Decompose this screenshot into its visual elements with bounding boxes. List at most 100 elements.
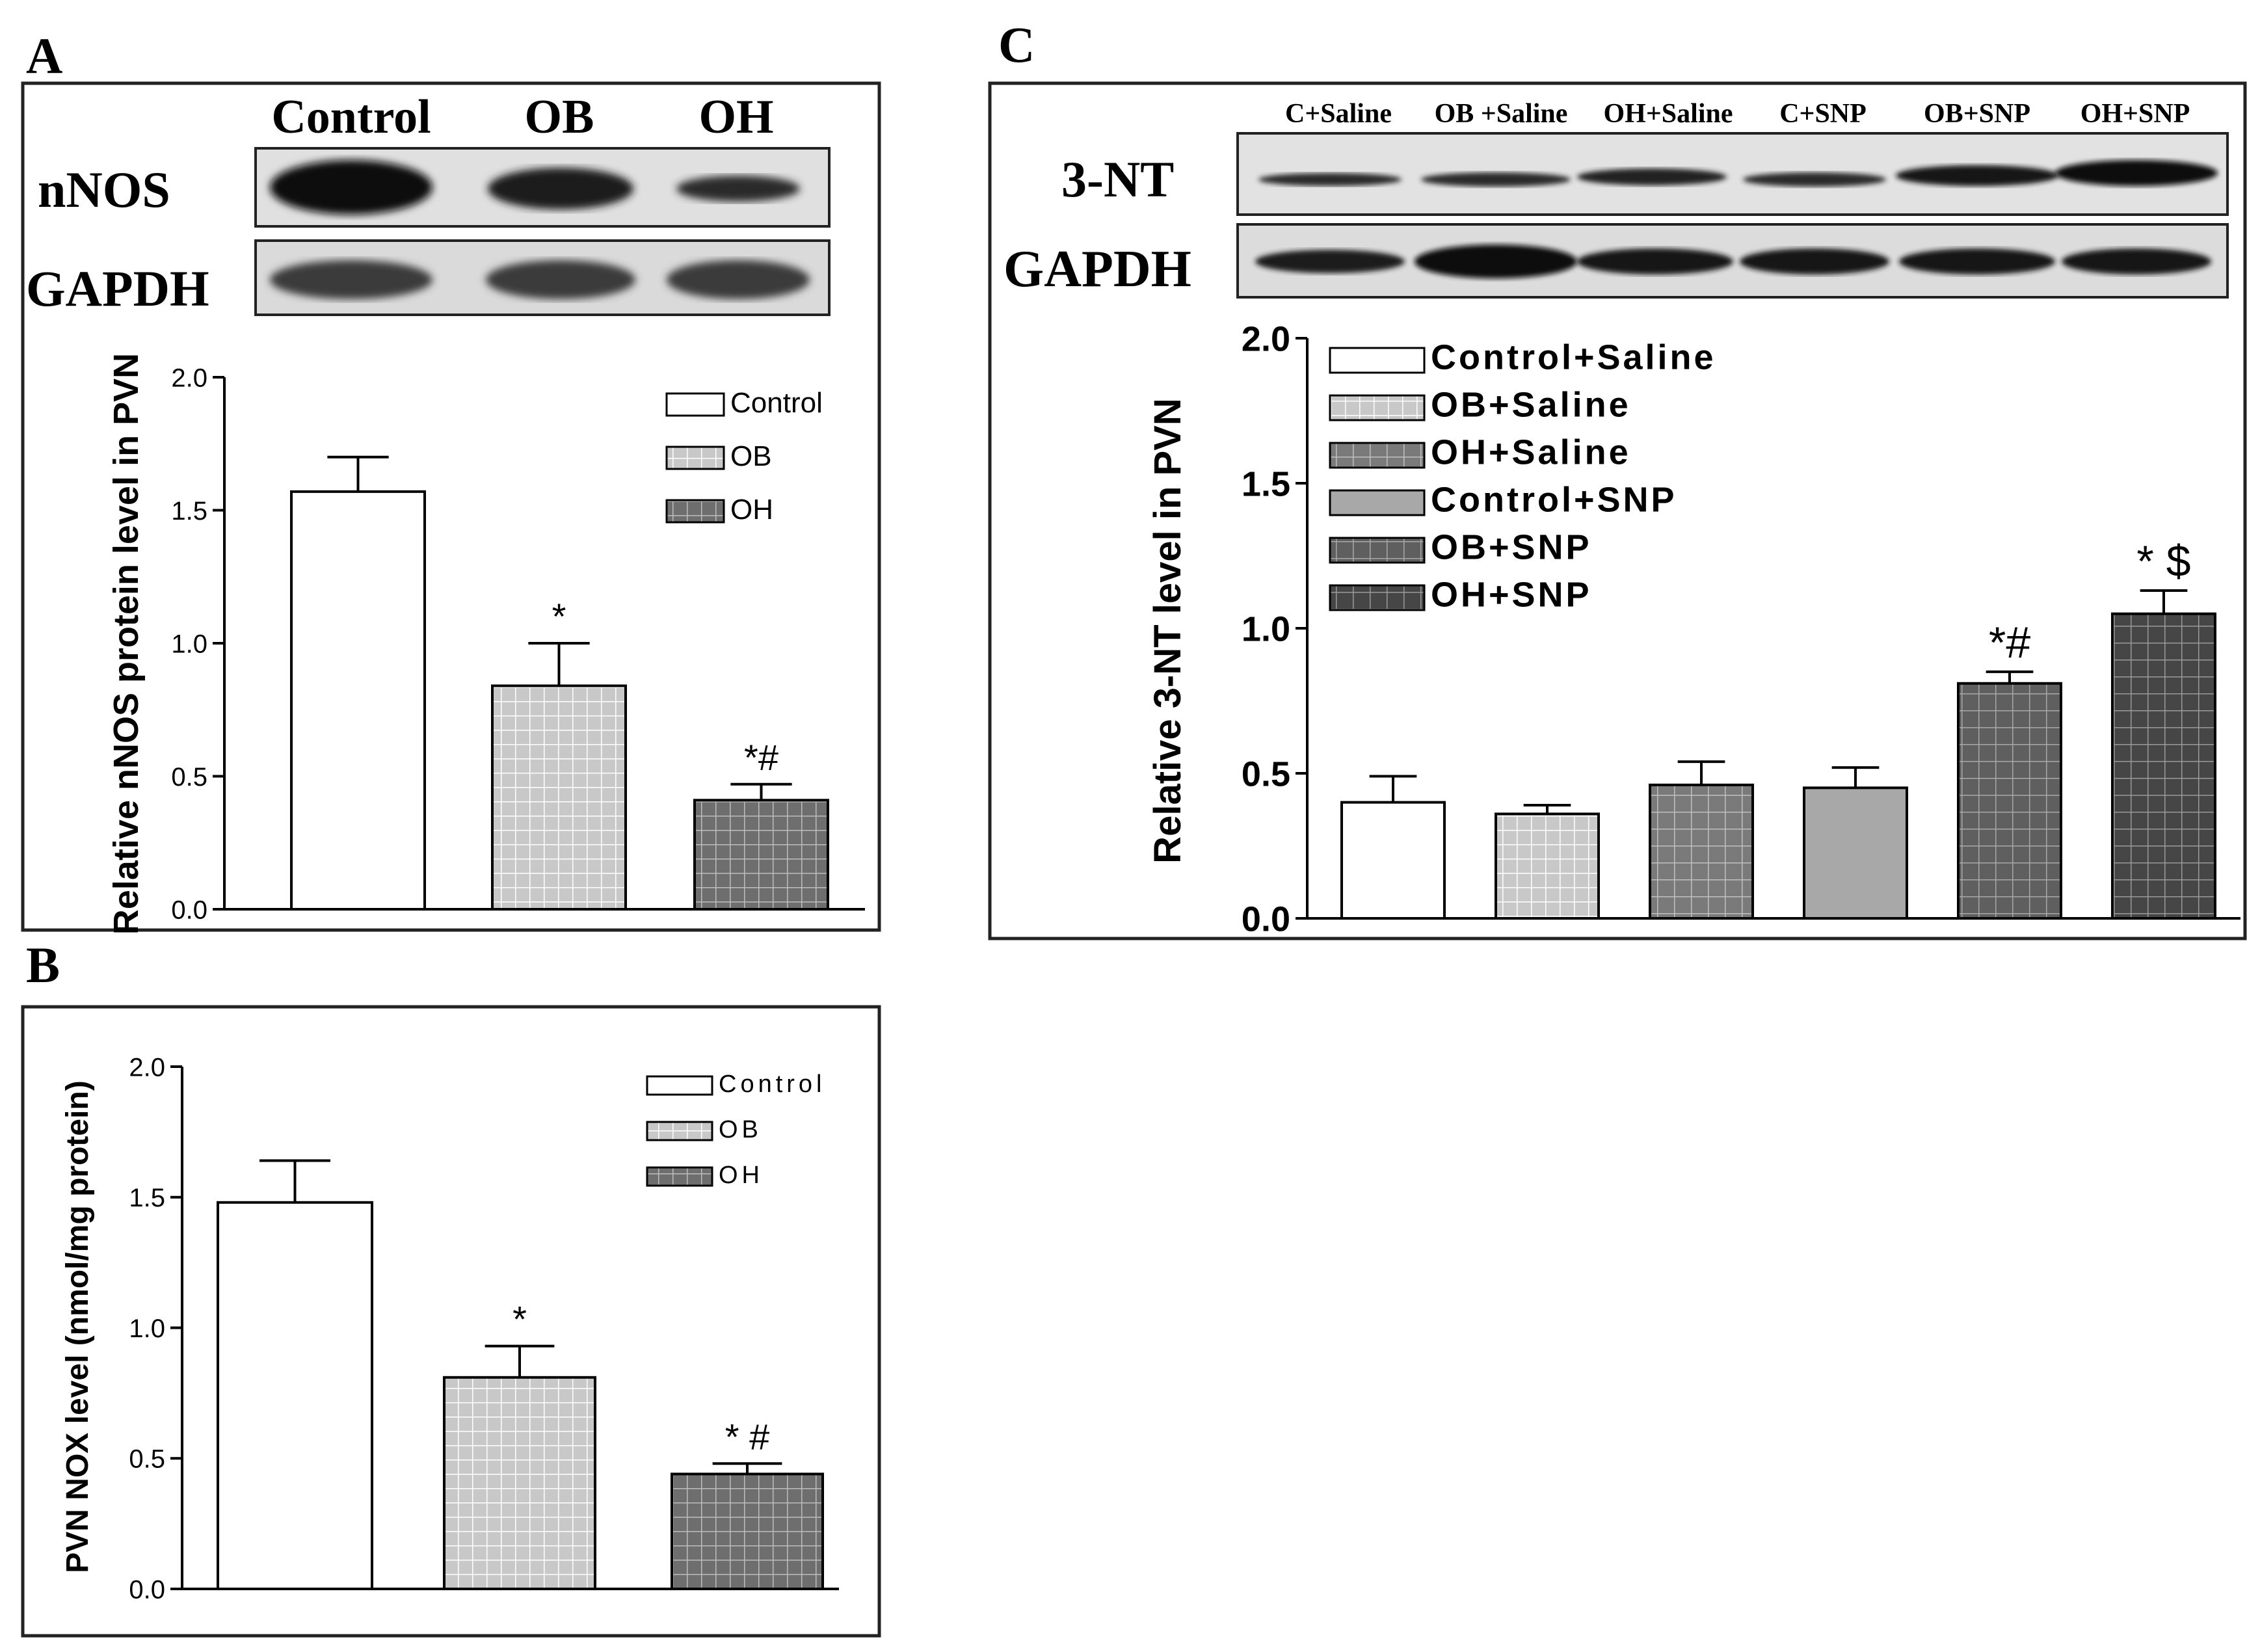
bar <box>290 490 426 911</box>
legend-swatch <box>665 446 725 470</box>
y-tick-label: 1.0 <box>171 630 207 658</box>
bar <box>1340 801 1446 920</box>
bar <box>693 799 829 911</box>
blot-band <box>486 260 635 299</box>
significance-label: * # <box>725 1416 770 1457</box>
blot-c-lane-label: OH+Saline <box>1604 99 1733 129</box>
chart-a: 0.0 0.5 1.0 1.5 2.0 Relative nNOS protein lev… <box>107 353 865 935</box>
significance-label: * <box>512 1299 527 1340</box>
blot-c-lane-label: C+SNP <box>1779 99 1867 129</box>
blot-band <box>1740 248 1889 274</box>
legend-swatch <box>665 392 725 417</box>
chart-c: 0.0 0.5 1.0 1.5 2.0 Relative 3-NT level in PV… <box>1147 319 2240 939</box>
y-tick-label: 0.5 <box>1242 754 1290 793</box>
panel-label-a: A <box>26 27 62 84</box>
y-tick-label: 2.0 <box>129 1053 165 1082</box>
legend-swatch <box>1329 489 1426 516</box>
bar <box>2111 612 2216 920</box>
legend-swatch <box>1329 537 1426 564</box>
y-tick-label: 2.0 <box>171 364 207 392</box>
significance-label: *# <box>1989 618 2030 667</box>
blot-band <box>667 260 810 299</box>
bar <box>1649 783 1754 920</box>
blot-c-lane-label: OB +Saline <box>1435 99 1568 129</box>
blot-a-row-label: nNOS <box>38 161 170 218</box>
legend-label: OH <box>730 494 773 526</box>
legend-swatch <box>646 1121 713 1141</box>
y-axis-label: PVN NOX level (nmol/mg protein) <box>60 1080 95 1573</box>
legend-label: Control+Saline <box>1431 338 1716 377</box>
legend-swatch <box>646 1166 713 1187</box>
blot-band <box>1415 245 1577 278</box>
blot-band <box>1255 250 1405 273</box>
blot-a-lane-label: Control <box>271 90 431 144</box>
chart-b: 0.0 0.5 1.0 1.5 2.0 PVN NOX level (nmol/mg pr… <box>60 1053 839 1604</box>
y-axis-label: Relative 3-NT level in PVN <box>1147 398 1189 864</box>
legend-label: Control <box>719 1071 826 1098</box>
blot-band <box>676 176 800 202</box>
y-tick-label: 1.5 <box>1242 464 1290 503</box>
panel-a-frame <box>21 81 881 932</box>
panel-label-c: C <box>998 16 1035 73</box>
bar <box>491 684 627 911</box>
blot-a-lane-label: OB <box>525 90 594 144</box>
legend-swatch <box>646 1075 713 1096</box>
blot-band <box>1258 173 1402 186</box>
bar <box>217 1201 373 1590</box>
y-tick-label: 0.0 <box>1242 899 1290 939</box>
blot-band <box>270 160 432 215</box>
blot-a: Control OB OH nNOS GAPDH <box>26 90 831 317</box>
y-tick-label: 0.0 <box>129 1575 165 1604</box>
bar <box>443 1376 596 1590</box>
y-tick-label: 0.5 <box>171 763 207 792</box>
blot-c-lane-label: OH+SNP <box>2081 99 2190 129</box>
blot-band <box>1421 172 1571 187</box>
panel-b-frame <box>21 1005 881 1638</box>
significance-label: * <box>552 596 566 637</box>
panel-label-b: B <box>26 937 60 993</box>
blot-band <box>2055 160 2218 186</box>
blot-band <box>1577 168 1727 185</box>
bar <box>1495 812 1600 920</box>
blot-a-lane-label: OH <box>698 90 773 144</box>
blot-c-lane-label: C+Saline <box>1285 99 1392 129</box>
bar <box>1957 682 2062 920</box>
legend-swatch <box>1329 442 1426 469</box>
legend-swatch <box>1329 347 1426 374</box>
blot-c: C+Saline OB +Saline OH+Saline C+SNP OB+S… <box>1004 99 2229 299</box>
blot-band <box>270 260 432 299</box>
panel-c-frame <box>988 81 2247 940</box>
legend-swatch <box>1329 584 1426 611</box>
legend-label: OB <box>730 440 772 472</box>
legend-label: Control+SNP <box>1431 480 1677 519</box>
y-axis-label: Relative nNOS protein level in PVN <box>107 353 146 935</box>
blot-c-lane-label: OB+SNP <box>1924 99 2030 129</box>
legend-swatch <box>1329 394 1426 421</box>
legend-label: OB+Saline <box>1431 385 1631 424</box>
blot-band <box>1899 248 2055 274</box>
bar <box>1803 786 1908 920</box>
y-tick-label: 1.0 <box>1242 609 1290 648</box>
y-tick-label: 1.5 <box>171 497 207 526</box>
blot-band <box>2062 248 2211 274</box>
legend-label: OH <box>719 1162 764 1189</box>
legend-swatch <box>665 499 725 524</box>
legend-label: Control <box>730 387 823 419</box>
legend-label: OB <box>719 1116 762 1143</box>
y-tick-label: 1.0 <box>129 1314 165 1343</box>
legend-label: OB+SNP <box>1431 527 1592 566</box>
significance-label: * $ <box>2136 537 2190 586</box>
y-tick-label: 0.5 <box>129 1445 165 1474</box>
blot-a-row-label: GAPDH <box>26 260 209 317</box>
legend-label: OH+Saline <box>1431 433 1631 472</box>
blot-band <box>1743 172 1886 187</box>
bar <box>671 1472 824 1591</box>
y-tick-label: 0.0 <box>171 896 207 924</box>
y-tick-label: 2.0 <box>1242 319 1290 358</box>
significance-label: *# <box>744 737 778 778</box>
blot-c-row-label: 3-NT <box>1061 151 1174 207</box>
y-tick-label: 1.5 <box>129 1184 165 1212</box>
blot-c-row-label: GAPDH <box>1004 241 1191 298</box>
blot-band <box>1896 165 2058 186</box>
